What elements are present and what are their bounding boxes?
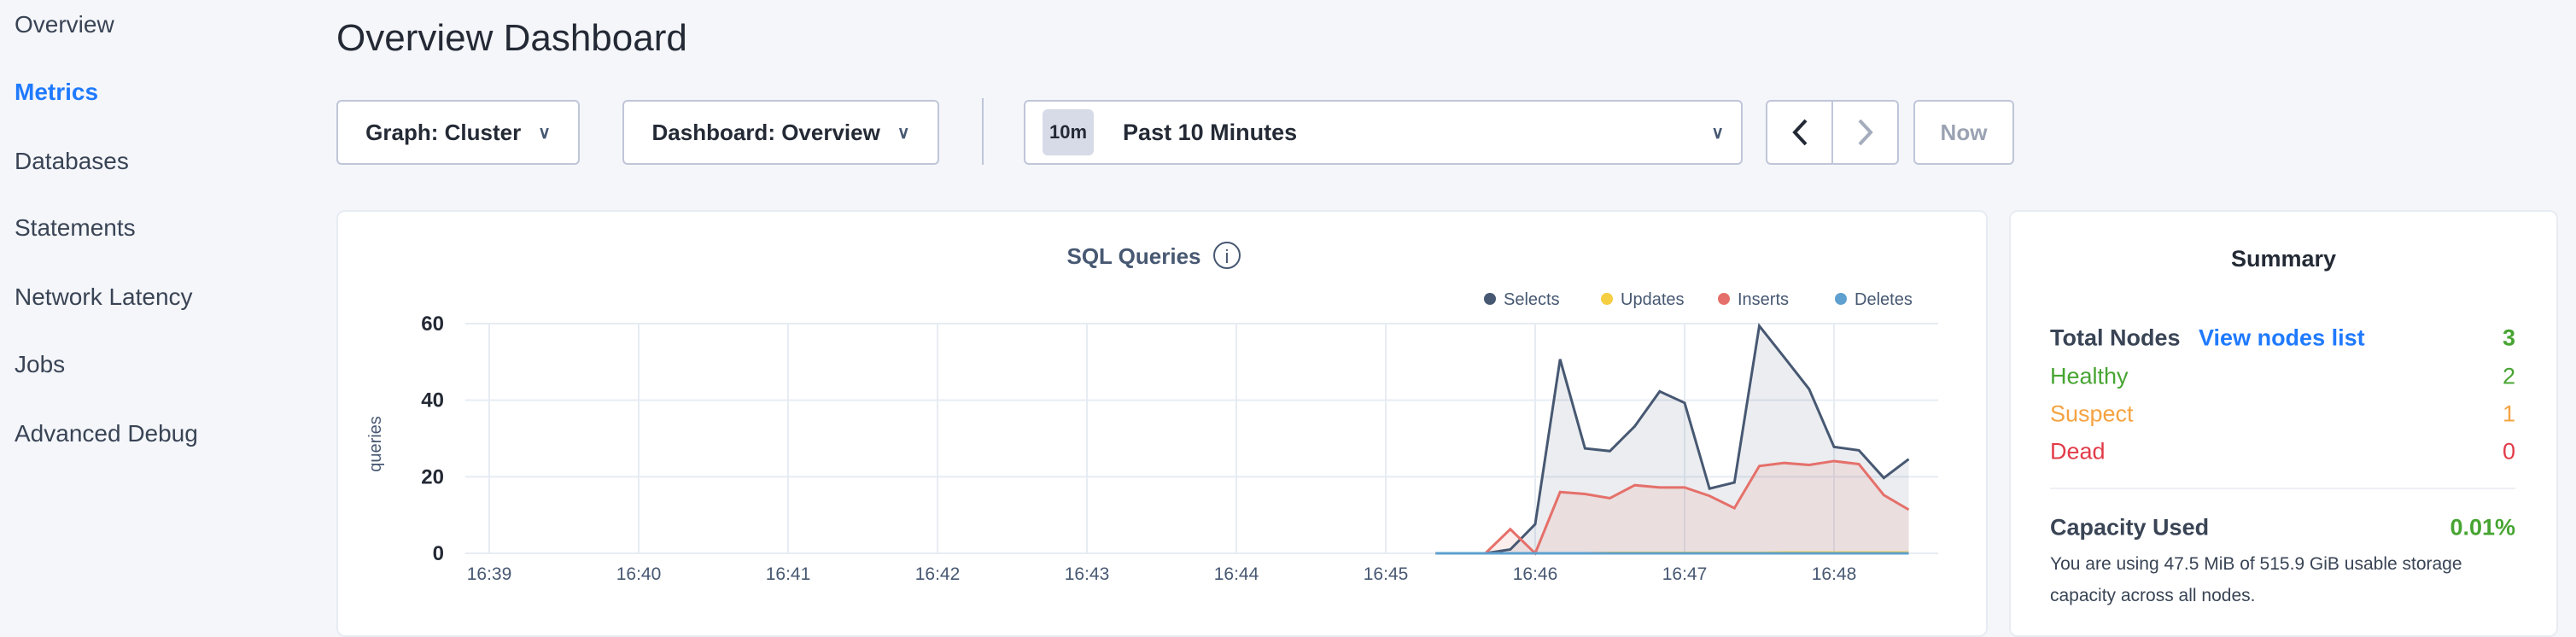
dead-row: Dead 0 <box>2050 439 2515 465</box>
time-range-badge: 10m <box>1043 109 1095 155</box>
sidebar-item-network-latency[interactable]: Network Latency <box>15 283 193 310</box>
dashboard-select[interactable]: Dashboard: Overview ∨ <box>622 100 939 165</box>
graph-select[interactable]: Graph: Cluster ∨ <box>336 100 580 165</box>
suspect-label: Suspect <box>2050 400 2134 427</box>
line-selects <box>1435 323 1910 555</box>
previous-button[interactable] <box>1767 102 1833 163</box>
total-nodes-row: Total Nodes View nodes list 3 <box>2050 325 2515 352</box>
x-tick-label: 16:41 <box>766 564 811 584</box>
legend-dot-deletes <box>1835 293 1847 305</box>
next-button[interactable] <box>1833 102 1897 163</box>
sql-queries-chart: SQL Queries i queries Selects Updates Inse… <box>366 242 1938 584</box>
legend-label-selects: Selects <box>1504 290 1560 309</box>
x-tick-label: 16:46 <box>1513 564 1558 584</box>
y-tick-label: 20 <box>421 465 444 488</box>
area-selects <box>1435 325 1909 553</box>
summary-title: Summary <box>2230 246 2337 272</box>
x-tick-label: 16:42 <box>915 564 961 584</box>
capacity-value: 0.01% <box>2450 514 2515 541</box>
chart-title: SQL Queries <box>1066 243 1200 269</box>
x-tick-label: 16:39 <box>467 564 512 584</box>
toolbar-divider <box>982 98 984 165</box>
sidebar-item-metrics[interactable]: Metrics <box>15 79 99 105</box>
time-nav-group <box>1766 100 1899 165</box>
x-tick-label: 16:45 <box>1364 564 1409 584</box>
x-tick-label: 16:44 <box>1214 564 1259 584</box>
chevron-down-icon: ∨ <box>538 123 551 143</box>
sidebar-item-overview[interactable]: Overview <box>15 11 114 38</box>
time-range-select[interactable]: 10m Past 10 Minutes ∨ <box>1024 100 1743 165</box>
sidebar-item-statements[interactable]: Statements <box>15 214 136 241</box>
legend-label-deletes: Deletes <box>1855 290 1913 309</box>
chevron-down-icon: ∨ <box>897 123 910 143</box>
sql-queries-card <box>336 210 1988 637</box>
y-tick-label: 0 <box>433 542 444 565</box>
capacity-row: Capacity Used 0.01% <box>2050 515 2515 541</box>
info-icon[interactable]: i <box>1213 242 1241 269</box>
summary-divider <box>2050 488 2515 489</box>
legend-label-updates: Updates <box>1621 290 1685 309</box>
healthy-row: Healthy 2 <box>2050 364 2515 390</box>
area-inserts <box>1435 460 1909 553</box>
total-nodes-value: 3 <box>2502 324 2515 351</box>
chevron-right-icon <box>1858 119 1873 146</box>
x-tick-label: 16:40 <box>616 564 662 584</box>
now-button[interactable]: Now <box>1913 100 2014 165</box>
page-title: Overview Dashboard <box>336 17 687 59</box>
x-tick-label: 16:48 <box>1812 564 1857 584</box>
total-nodes-label: Total Nodes <box>2050 324 2181 351</box>
time-range-label: Past 10 Minutes <box>1123 119 1298 145</box>
y-axis-label: queries <box>366 416 385 472</box>
y-tick-label: 40 <box>421 389 444 412</box>
line-inserts <box>1435 459 1910 556</box>
suspect-value: 1 <box>2502 400 2515 427</box>
sidebar-item-databases[interactable]: Databases <box>15 148 129 174</box>
legend-dot-updates <box>1601 293 1613 305</box>
capacity-label: Capacity Used <box>2050 514 2210 541</box>
chevron-down-icon: ∨ <box>1711 123 1724 143</box>
legend-label-inserts: Inserts <box>1738 290 1789 309</box>
dead-value: 0 <box>2502 438 2515 465</box>
dead-label: Dead <box>2050 438 2106 465</box>
graph-select-label: Graph: Cluster <box>365 119 522 145</box>
sidebar-item-advanced-debug[interactable]: Advanced Debug <box>15 420 198 447</box>
legend-dot-inserts <box>1718 293 1730 305</box>
healthy-value: 2 <box>2502 363 2515 389</box>
view-nodes-list-link[interactable]: View nodes list <box>2199 324 2365 351</box>
healthy-label: Healthy <box>2050 363 2129 389</box>
x-tick-label: 16:47 <box>1662 564 1708 584</box>
y-tick-label: 60 <box>421 313 444 336</box>
suspect-row: Suspect 1 <box>2050 401 2515 428</box>
chevron-left-icon <box>1791 119 1807 146</box>
sidebar-item-jobs[interactable]: Jobs <box>15 351 66 377</box>
capacity-description: You are using 47.5 MiB of 515.9 GiB usab… <box>2050 554 2462 605</box>
svg-text:i: i <box>1225 246 1230 267</box>
dashboard-select-label: Dashboard: Overview <box>651 119 880 145</box>
x-tick-label: 16:43 <box>1065 564 1110 584</box>
legend-dot-selects <box>1484 293 1496 305</box>
